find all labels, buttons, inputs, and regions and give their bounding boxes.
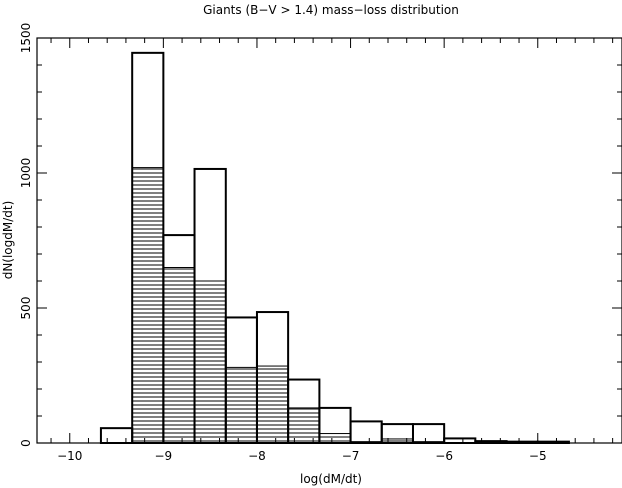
y-tick-label: 0 xyxy=(19,439,33,447)
outline-bar xyxy=(411,423,446,445)
x-tick-label: −6 xyxy=(435,449,453,463)
x-tick-label: −10 xyxy=(57,449,82,463)
x-axis-label: log(dM/dt) xyxy=(300,472,362,486)
hatched-bars-layer xyxy=(131,167,445,444)
hatched-bar xyxy=(287,407,320,444)
hatched-bar xyxy=(318,433,352,444)
outline-bar xyxy=(443,437,477,445)
x-tick-label: −5 xyxy=(529,449,547,463)
y-tick-label: 1500 xyxy=(19,23,33,54)
x-tick-label: −7 xyxy=(342,449,360,463)
hatched-bar xyxy=(225,366,258,444)
hatched-bar xyxy=(194,280,227,444)
hatched-bar xyxy=(131,167,164,444)
y-tick-label: 500 xyxy=(19,297,33,320)
y-axis-label: dN(logdM/dt) xyxy=(1,201,15,280)
chart-title: Giants (B−V > 1.4) mass−loss distributio… xyxy=(203,3,459,17)
x-tick-label: −9 xyxy=(155,449,173,463)
hatched-bar xyxy=(256,365,289,444)
plot-frame xyxy=(36,37,622,444)
y-axis: 0 500 1000 1500 xyxy=(19,23,622,447)
hatched-bar xyxy=(162,267,196,444)
x-tick-label: −8 xyxy=(248,449,266,463)
outline-bar xyxy=(349,420,383,444)
outline-bar xyxy=(99,427,134,444)
x-axis: −10 −9 −8 −7 −6 −5 xyxy=(50,38,614,463)
y-tick-label: 1000 xyxy=(19,158,33,189)
